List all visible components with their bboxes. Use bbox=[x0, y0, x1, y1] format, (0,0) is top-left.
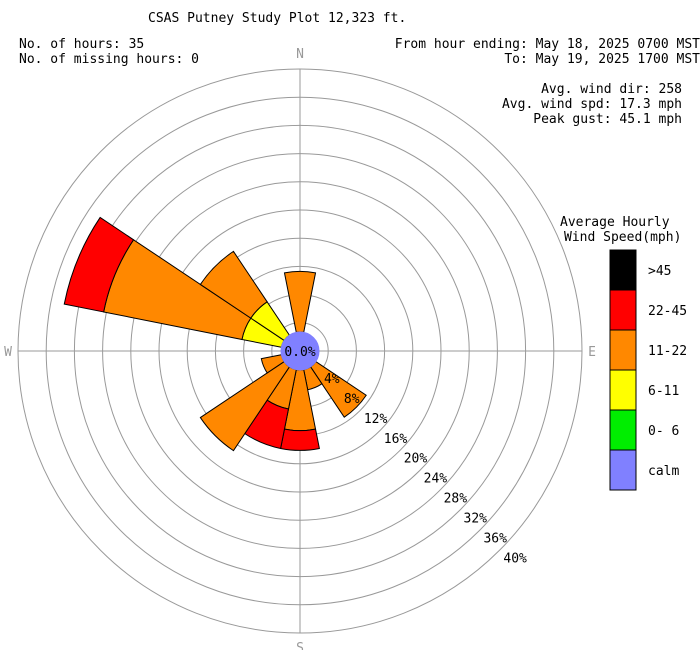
legend-swatch bbox=[609, 289, 637, 331]
legend-label: 6-11 bbox=[648, 384, 679, 399]
legend-title-line2: Wind Speed(mph) bbox=[564, 230, 682, 245]
average-wind-direction: Avg. wind dir: 258 bbox=[541, 82, 682, 97]
ring-label: 28% bbox=[444, 492, 468, 507]
ring-label: 20% bbox=[404, 452, 428, 467]
peak-gust: Peak gust: 45.1 mph bbox=[533, 112, 682, 127]
compass-n: N bbox=[296, 47, 304, 62]
ring-label: 24% bbox=[424, 472, 448, 487]
legend-label: 11-22 bbox=[648, 344, 687, 359]
ring-label: 16% bbox=[384, 432, 408, 447]
wind-sector-bar bbox=[199, 250, 268, 319]
legend-swatch bbox=[609, 249, 637, 291]
compass-s: S bbox=[296, 641, 304, 650]
ring-label: 8% bbox=[344, 392, 360, 407]
legend-swatch bbox=[609, 409, 637, 451]
period-to: To: May 19, 2025 1700 MST bbox=[504, 52, 700, 67]
wind-sector-bar bbox=[309, 360, 367, 418]
ring-label: 32% bbox=[464, 512, 488, 527]
missing-hours-count: No. of missing hours: 0 bbox=[19, 52, 200, 67]
legend-label: calm bbox=[648, 464, 679, 479]
wind-sector-bar bbox=[280, 428, 320, 451]
calm-circle bbox=[280, 331, 320, 371]
hours-count: No. of hours: 35 bbox=[19, 37, 145, 52]
ring-label: 36% bbox=[483, 531, 507, 546]
ring-label: 40% bbox=[503, 551, 527, 566]
legend-label: >45 bbox=[648, 264, 671, 279]
legend-swatch bbox=[609, 369, 637, 411]
legend-swatch bbox=[609, 449, 637, 491]
average-wind-speed: Avg. wind spd: 17.3 mph bbox=[501, 97, 682, 112]
compass-w: W bbox=[4, 345, 12, 360]
chart-title: CSAS Putney Study Plot 12,323 ft. bbox=[148, 11, 407, 26]
legend-label: 0- 6 bbox=[648, 424, 679, 439]
legend-label: 22-45 bbox=[648, 304, 687, 319]
wind-sector-bar bbox=[63, 216, 135, 313]
period-from: From hour ending: May 18, 2025 0700 MST bbox=[394, 37, 700, 52]
ring-label: 4% bbox=[324, 372, 340, 387]
legend-title-line1: Average Hourly bbox=[560, 215, 670, 230]
ring-label: 12% bbox=[364, 412, 388, 427]
legend-swatch bbox=[609, 329, 637, 371]
wind-sector-bar bbox=[283, 270, 317, 333]
calm-percent-label: 0.0% bbox=[284, 345, 315, 360]
compass-e: E bbox=[588, 345, 596, 360]
